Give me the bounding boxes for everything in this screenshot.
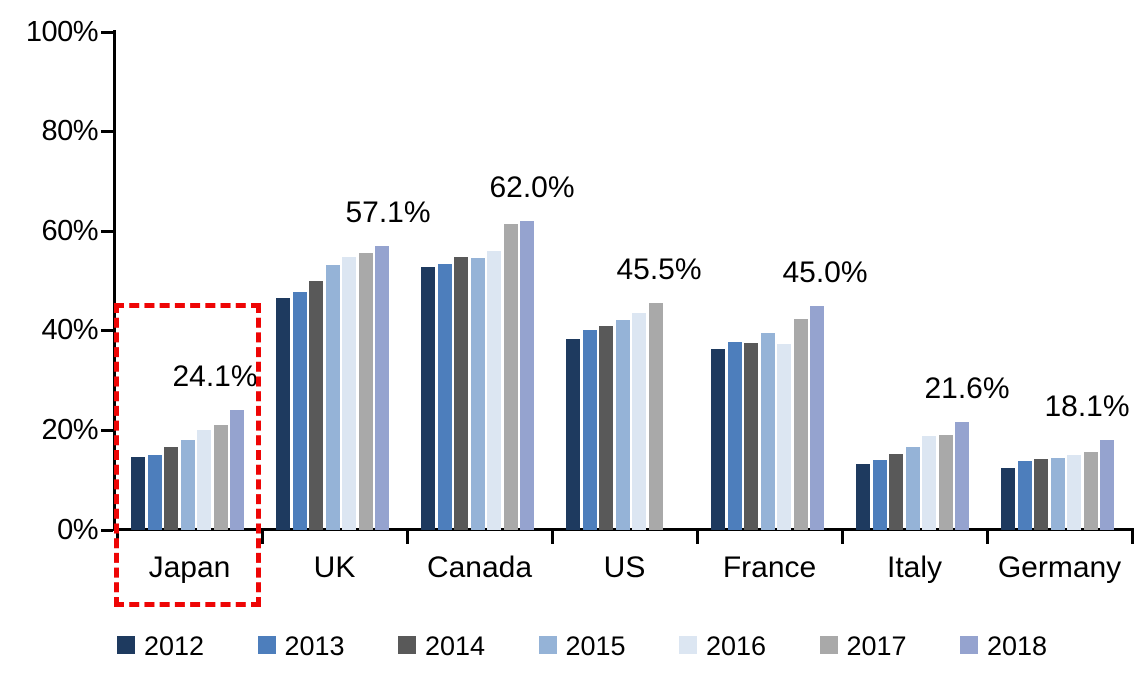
bar-us-2015 — [615, 319, 630, 530]
bar-france-2012 — [711, 348, 725, 530]
legend-label-2016: 2016 — [706, 631, 767, 661]
data-label-france: 45.0% — [782, 255, 868, 289]
legend-swatch-2013 — [257, 636, 276, 654]
bar-germany-2012 — [1001, 468, 1015, 530]
category-label-canada: Canada — [426, 551, 533, 584]
y-tick-label: 60% — [41, 214, 98, 247]
data-label-us: 45.5% — [616, 253, 702, 287]
x-tick — [840, 531, 844, 544]
bar-france-2013 — [727, 341, 742, 530]
bar-us-2012 — [566, 339, 580, 530]
y-tick-label: 100% — [25, 15, 99, 48]
data-label-germany: 18.1% — [1044, 389, 1130, 423]
bar-germany-2014 — [1034, 459, 1048, 530]
bar-canada-2016 — [487, 250, 501, 530]
bar-italy-2013 — [872, 460, 887, 530]
bar-us-2013 — [582, 330, 597, 530]
category-label-us: US — [603, 551, 646, 584]
bar-germany-2013 — [1017, 460, 1032, 530]
bar-us-2016 — [632, 313, 646, 530]
y-tick — [101, 229, 113, 233]
bar-uk-2018 — [375, 245, 389, 530]
y-tick-label: 0% — [57, 513, 98, 546]
x-tick — [405, 531, 409, 544]
bar-france-2016 — [777, 344, 791, 530]
data-label-canada: 62.0% — [489, 171, 575, 205]
bar-canada-2012 — [421, 266, 435, 530]
legend-label-2013: 2013 — [284, 631, 345, 661]
bar-canada-2014 — [454, 256, 468, 530]
bar-italy-2017 — [938, 434, 953, 530]
legend-label-2012: 2012 — [144, 631, 205, 661]
japan-highlight-dashed-box — [114, 303, 261, 607]
bar-japan-2016 — [197, 429, 211, 530]
bar-france-2015 — [760, 333, 775, 530]
bar-italy-2016 — [922, 435, 936, 530]
category-label-france: France — [722, 551, 817, 584]
legend-swatch-2015 — [538, 636, 557, 654]
bar-japan-2015 — [180, 439, 195, 530]
bar-italy-2015 — [905, 446, 920, 530]
y-tick-label: 80% — [41, 115, 98, 148]
bar-france-2017 — [793, 318, 808, 530]
x-tick — [260, 531, 264, 544]
legend-label-2017: 2017 — [846, 631, 907, 661]
legend-label-2014: 2014 — [425, 631, 486, 661]
bar-germany-2018 — [1100, 439, 1114, 530]
x-tick — [550, 531, 554, 544]
y-tick — [101, 30, 113, 34]
bar-italy-2012 — [856, 464, 870, 530]
category-label-japan: Japan — [148, 551, 231, 584]
x-tick — [1130, 531, 1134, 544]
bar-france-2018 — [810, 305, 824, 530]
bar-us-2014 — [599, 325, 613, 530]
category-label-uk: UK — [313, 551, 356, 584]
data-label-uk: 57.1% — [345, 195, 431, 229]
y-tick — [101, 528, 113, 532]
bar-us-2017 — [648, 303, 663, 530]
bar-canada-2015 — [470, 258, 485, 530]
bar-uk-2017 — [358, 252, 373, 530]
bar-japan-2012 — [131, 456, 145, 530]
bar-japan-2014 — [164, 446, 178, 530]
bar-germany-2015 — [1050, 458, 1065, 530]
bar-uk-2015 — [325, 265, 340, 530]
y-axis-line — [113, 30, 116, 531]
bar-italy-2014 — [889, 453, 903, 530]
y-tick — [101, 329, 113, 333]
category-label-germany: Germany — [997, 551, 1122, 584]
x-tick — [985, 531, 989, 544]
legend-label-2018: 2018 — [987, 631, 1048, 661]
bar-uk-2012 — [276, 298, 290, 530]
data-label-italy: 21.6% — [924, 372, 1010, 406]
bar-france-2014 — [744, 342, 758, 530]
x-tick — [695, 531, 699, 544]
data-label-japan: 24.1% — [172, 359, 258, 393]
bar-japan-2018 — [230, 409, 244, 530]
legend-swatch-2014 — [398, 636, 416, 654]
bar-uk-2013 — [292, 291, 307, 530]
legend-label-2015: 2015 — [565, 631, 626, 661]
category-label-italy: Italy — [886, 551, 943, 584]
bar-canada-2017 — [503, 223, 518, 530]
y-tick — [101, 130, 113, 134]
bar-uk-2014 — [309, 281, 323, 530]
bar-germany-2016 — [1067, 454, 1081, 530]
bar-canada-2013 — [437, 263, 452, 530]
legend-swatch-2017 — [819, 636, 838, 654]
bar-germany-2017 — [1083, 451, 1098, 530]
bar-canada-2018 — [520, 221, 534, 530]
bar-japan-2013 — [147, 454, 162, 530]
legend-swatch-2018 — [960, 636, 978, 654]
y-tick — [101, 428, 113, 432]
bar-uk-2016 — [342, 257, 356, 530]
bar-italy-2018 — [955, 422, 969, 530]
legend-swatch-2016 — [679, 636, 697, 654]
y-tick-label: 20% — [41, 413, 98, 446]
legend: 2012 2013 2014 2015 2016 2017 2018 — [0, 628, 1142, 668]
bar-japan-2017 — [213, 424, 228, 530]
legend-swatch-2012 — [117, 636, 135, 654]
y-tick-label: 40% — [41, 314, 98, 347]
